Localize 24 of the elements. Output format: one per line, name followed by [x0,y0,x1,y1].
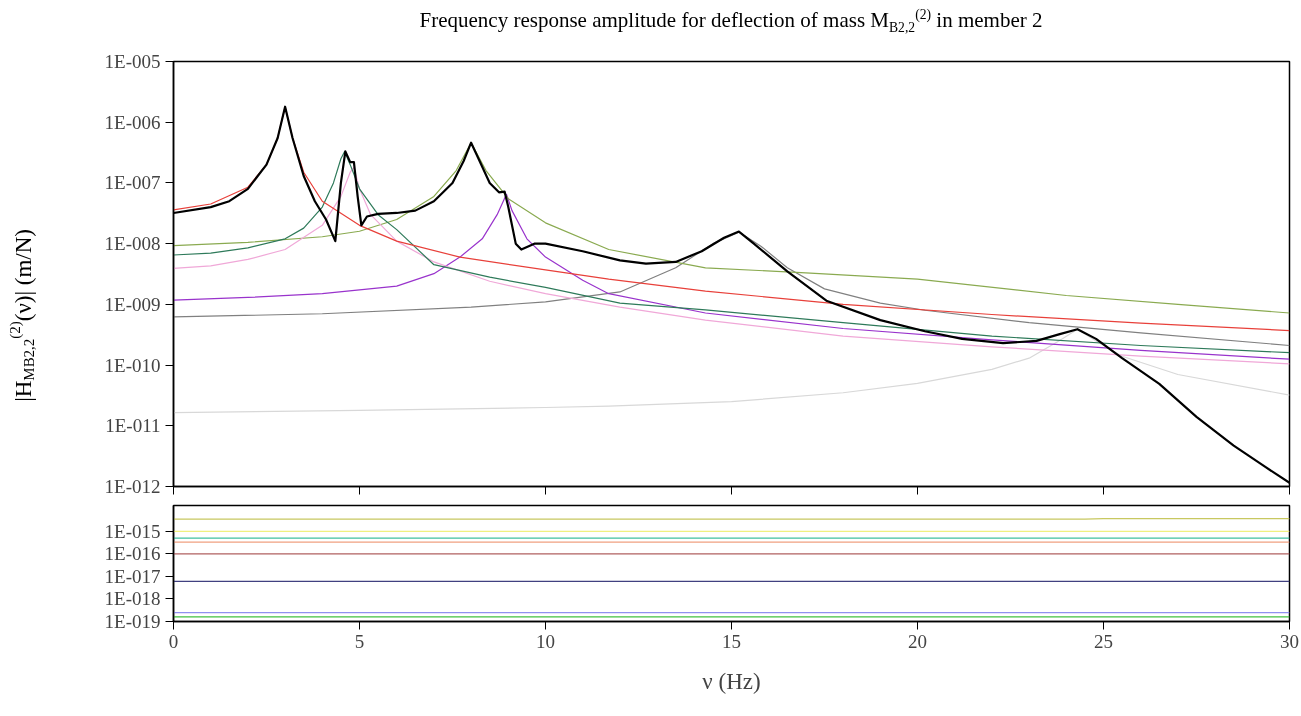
y-tick-label: 1E-010 [104,354,161,376]
y-tick-label: 1E-006 [104,111,161,133]
x-tick-label: 20 [908,630,927,652]
x-tick-label: 30 [1280,630,1299,652]
y-tick-label: 1E-015 [104,520,161,542]
x-tick-label: 15 [722,630,741,652]
chart-title: Frequency response amplitude for deflection of mass M$_{B2,2}$$^{(2)}$ in member 2 [418,6,1044,38]
x-tick-label: 10 [536,630,555,652]
x-tick-label: 5 [354,630,365,652]
y-tick-label: 1E-008 [104,233,161,255]
y-tick-label: 1E-019 [104,611,161,632]
y-tick-label: 1E-005 [104,51,161,72]
x-tick-label: 25 [1094,630,1113,652]
line-series [173,328,1290,414]
y-tick-label: 1E-007 [104,172,161,194]
x-axis-title: ν (Hz) [702,668,761,694]
x-tick-label: 0 [168,630,179,652]
y-tick-label: 1E-018 [104,588,161,610]
y-tick-label: 1E-009 [104,293,161,315]
y-tick-label: 1E-011 [105,415,161,437]
y-tick-label: 1E-016 [104,543,161,565]
y-tick-label: 1E-012 [104,475,161,497]
line-series [173,193,1290,360]
y-tick-label: 1E-017 [104,565,161,587]
